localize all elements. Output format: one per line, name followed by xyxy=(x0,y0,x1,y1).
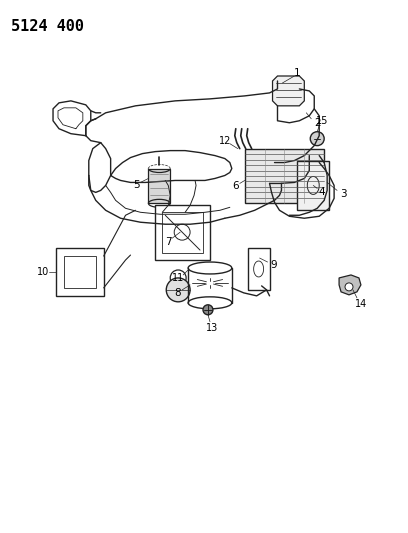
Text: 10: 10 xyxy=(37,267,49,277)
Text: 2: 2 xyxy=(314,118,321,128)
Text: 9: 9 xyxy=(270,260,277,270)
FancyBboxPatch shape xyxy=(297,160,329,211)
Polygon shape xyxy=(339,275,361,295)
Text: 14: 14 xyxy=(355,299,367,309)
Text: 4: 4 xyxy=(319,188,326,197)
Text: 12: 12 xyxy=(219,136,231,146)
FancyBboxPatch shape xyxy=(162,212,203,253)
Circle shape xyxy=(170,270,186,286)
Text: 7: 7 xyxy=(165,237,171,247)
Text: 11: 11 xyxy=(172,273,184,283)
Text: 5: 5 xyxy=(133,181,140,190)
Text: 15: 15 xyxy=(316,116,328,126)
Circle shape xyxy=(174,224,190,240)
Text: 1: 1 xyxy=(294,68,301,78)
Text: 5124 400: 5124 400 xyxy=(11,19,84,34)
Circle shape xyxy=(203,305,213,315)
Circle shape xyxy=(166,278,190,302)
FancyBboxPatch shape xyxy=(248,248,270,290)
Polygon shape xyxy=(273,76,304,106)
Circle shape xyxy=(345,283,353,291)
FancyBboxPatch shape xyxy=(149,168,170,203)
Text: 3: 3 xyxy=(340,189,346,199)
FancyBboxPatch shape xyxy=(56,248,104,296)
Text: 8: 8 xyxy=(174,288,180,298)
Text: 6: 6 xyxy=(233,181,239,191)
Circle shape xyxy=(310,132,324,146)
FancyBboxPatch shape xyxy=(64,256,96,288)
FancyBboxPatch shape xyxy=(245,149,324,203)
FancyBboxPatch shape xyxy=(155,205,210,260)
Text: 13: 13 xyxy=(206,322,218,333)
